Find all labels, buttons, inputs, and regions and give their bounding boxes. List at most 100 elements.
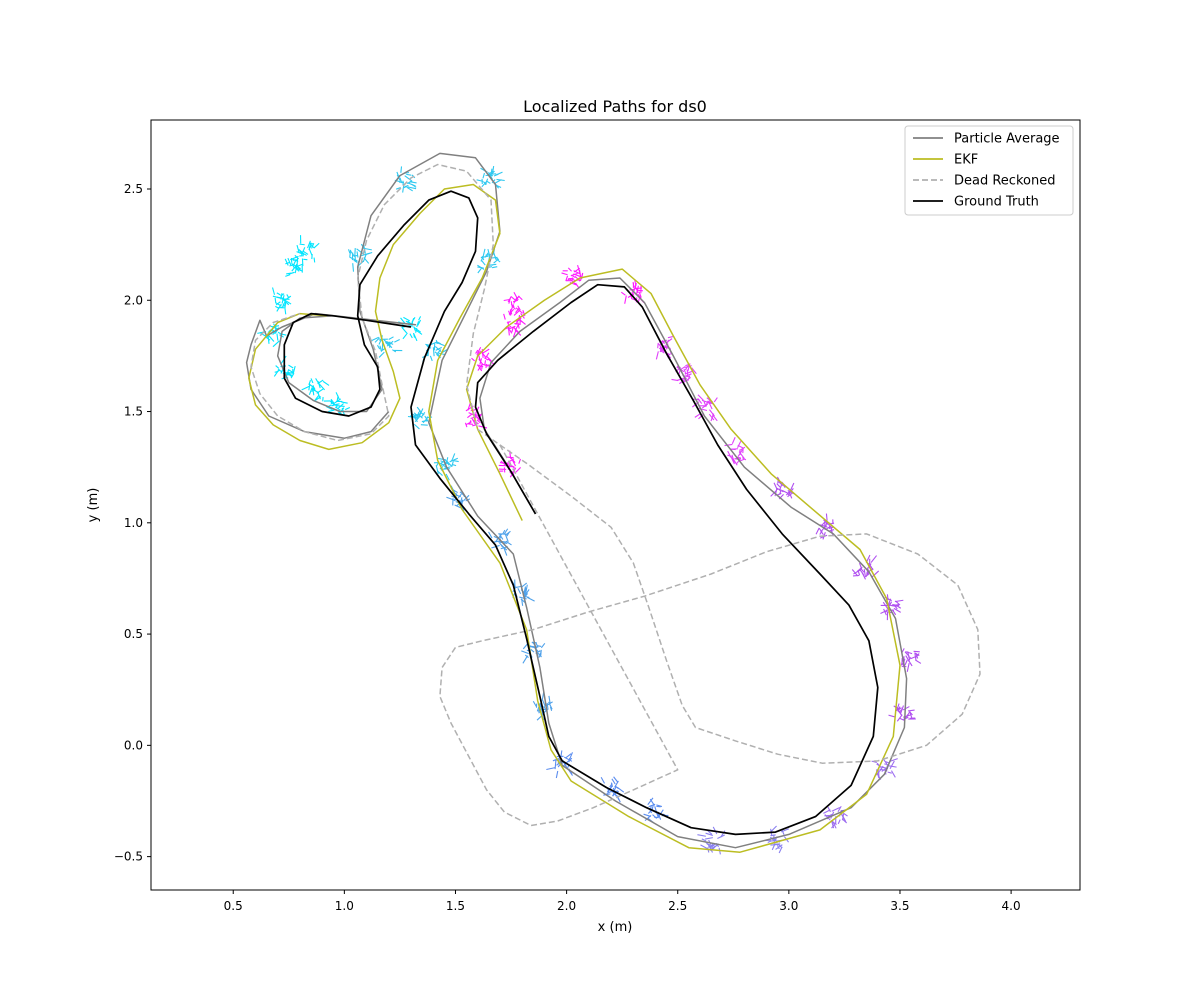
particle-mark: [685, 373, 692, 377]
particle-cluster: [398, 316, 423, 342]
particle-mark: [481, 180, 488, 188]
particle-mark: [647, 797, 654, 806]
particle-mark: [730, 448, 739, 450]
particle-cluster: [671, 363, 697, 385]
particle-mark: [457, 493, 462, 499]
particle-mark: [416, 321, 420, 328]
particle-mark: [356, 251, 359, 258]
particle-mark: [299, 251, 307, 256]
particle-mark: [413, 423, 420, 430]
x-axis-ticks: 0.5 1.0 1.5 2.0 2.5 3.0 3.5 4.0: [224, 890, 1021, 913]
particle-mark: [476, 179, 484, 182]
particle-mark: [694, 413, 701, 418]
particle-mark: [437, 349, 442, 354]
particle-cluster: [532, 691, 553, 721]
particle-mark: [436, 470, 443, 476]
particle-mark: [482, 172, 485, 179]
particle-mark: [267, 336, 270, 344]
ekf-line: [248, 183, 901, 853]
particle-mark: [336, 395, 339, 401]
particle-cluster: [394, 166, 417, 193]
particle-mark: [889, 760, 895, 770]
particle-mark: [488, 531, 493, 539]
particle-mark: [378, 351, 385, 358]
particle-mark: [613, 776, 619, 783]
particle-mark: [486, 180, 491, 184]
particle-mark: [510, 303, 515, 308]
particle-mark: [781, 829, 785, 835]
particle-mark: [446, 460, 453, 467]
particle-mark: [404, 175, 412, 182]
particle-mark: [451, 453, 456, 460]
particle-mark: [451, 461, 454, 468]
particle-mark: [825, 513, 828, 521]
particle-mark: [298, 248, 303, 253]
particle-mark: [514, 329, 522, 336]
particle-mark: [299, 243, 305, 246]
particle-mark: [827, 806, 831, 813]
particle-mark: [485, 352, 490, 358]
particle-mark: [411, 316, 416, 323]
particle-mark: [308, 248, 313, 256]
particle-mark: [657, 342, 659, 349]
particle-mark: [418, 410, 425, 416]
particle-mark: [464, 422, 468, 428]
particle-mark: [394, 339, 400, 343]
particle-mark: [395, 186, 401, 190]
particle-mark: [486, 356, 493, 363]
particle-mark: [513, 310, 520, 316]
particle-mark: [778, 484, 783, 491]
legend-entry: Particle Average: [913, 132, 1060, 147]
particle-mark: [637, 289, 643, 292]
particle-mark: [494, 256, 500, 261]
particle-mark: [506, 320, 511, 324]
particle-mark: [285, 274, 291, 277]
particle-mark: [567, 267, 572, 272]
particle-mark: [638, 291, 642, 298]
particle-mark: [331, 403, 340, 407]
particle-mark: [821, 521, 826, 527]
legend-frame: [904, 125, 1074, 216]
particle-mark: [831, 820, 835, 829]
particle-mark: [488, 263, 497, 266]
particle-mark: [452, 489, 458, 494]
particle-mark: [515, 467, 522, 473]
particle-mark: [647, 809, 652, 814]
particle-mark: [328, 409, 335, 413]
particle-mark: [313, 394, 320, 402]
particle-mark: [648, 803, 656, 808]
particle-mark: [505, 540, 512, 546]
particle-mark: [820, 525, 827, 532]
particle-mark: [540, 642, 546, 649]
particle-cluster: [697, 826, 726, 855]
particle-mark: [491, 165, 495, 174]
particle-mark: [841, 818, 848, 824]
particle-mark: [899, 708, 904, 713]
particle-cluster: [724, 437, 747, 466]
particle-mark: [402, 333, 408, 340]
x-tick-label: 3.5: [890, 899, 909, 913]
particle-mark: [445, 473, 450, 481]
particle-mark: [906, 663, 910, 672]
y-tick-label: 2.5: [124, 182, 143, 196]
particle-mark: [471, 418, 476, 425]
x-axis-label: x (m): [598, 920, 633, 935]
particle-cluster: [561, 264, 584, 288]
particle-mark: [415, 329, 423, 335]
particle-mark: [518, 458, 522, 464]
particle-mark: [727, 454, 732, 458]
particle-mark: [503, 313, 506, 320]
particle-mark: [482, 363, 489, 367]
particle-mark: [274, 297, 277, 304]
particle-mark: [511, 326, 514, 333]
particle-mark: [476, 419, 481, 424]
particle-mark: [535, 642, 539, 648]
particle-mark: [399, 181, 405, 184]
particle-mark: [477, 266, 483, 274]
x-tick-label: 1.5: [446, 899, 465, 913]
particle-mark: [272, 295, 282, 299]
particle-mark: [866, 568, 874, 574]
particle-mark: [706, 843, 715, 847]
particle-mark: [392, 349, 397, 353]
particle-mark: [404, 185, 409, 188]
